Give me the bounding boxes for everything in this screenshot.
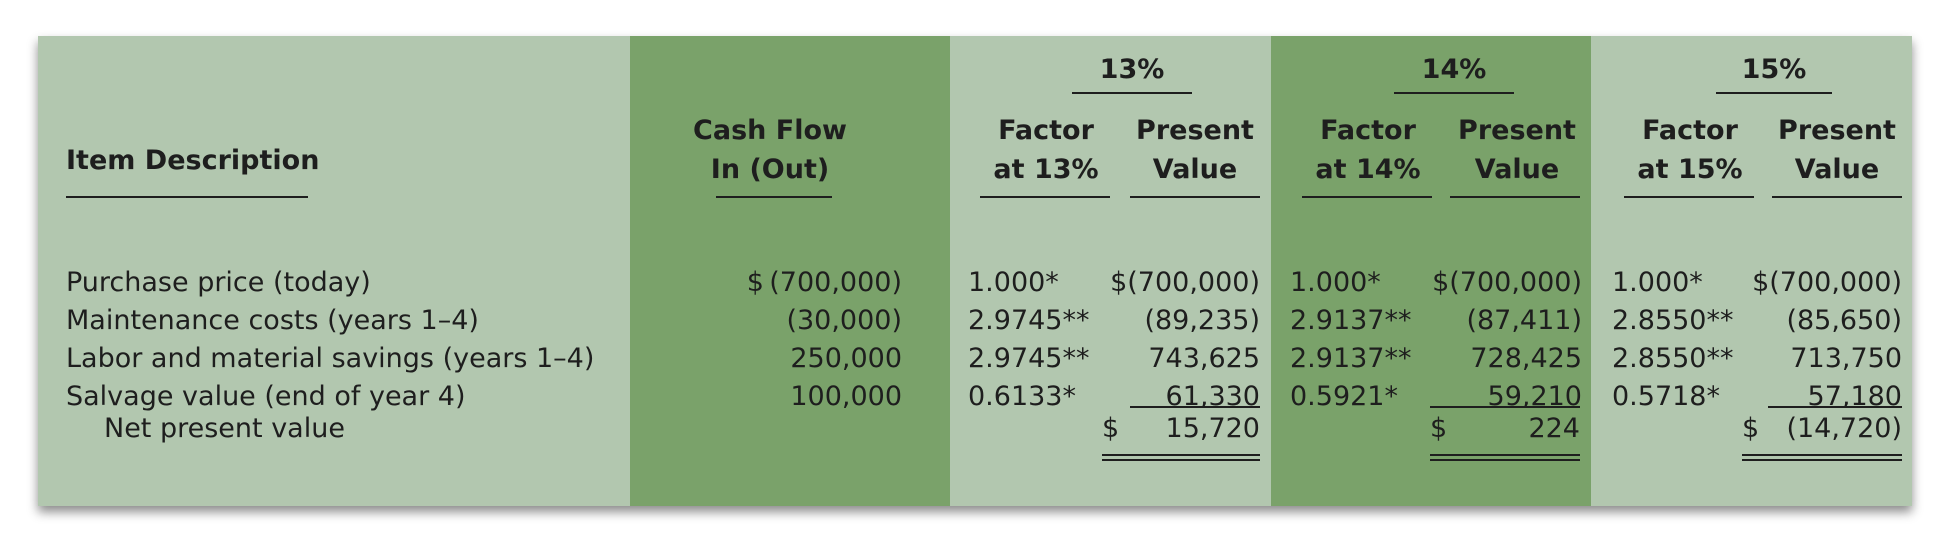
factor-header-line2: at 15% bbox=[1637, 154, 1743, 185]
pv-14-header: Present Value bbox=[1442, 111, 1592, 189]
factor-header-line2: at 13% bbox=[993, 154, 1099, 185]
factor-header-line2: at 14% bbox=[1315, 154, 1421, 185]
row-pv-14: $(700,000) bbox=[1432, 267, 1582, 298]
npv-13-dollar-sign: $ bbox=[1102, 413, 1120, 444]
row-description: Salvage value (end of year 4) bbox=[66, 381, 466, 412]
row-pv-15: 713,750 bbox=[1790, 343, 1902, 374]
pv-header-line1: Present bbox=[1458, 115, 1576, 146]
factor-14-header: Factor at 14% bbox=[1298, 111, 1438, 189]
npv-13-double-underline bbox=[1102, 454, 1260, 461]
rate-underline-13 bbox=[1072, 92, 1192, 94]
row-factor-15: 1.000* bbox=[1612, 267, 1703, 298]
pv-13-sum-line bbox=[1130, 406, 1260, 408]
item-description-header: Item Description bbox=[66, 145, 320, 176]
npv-15-double-underline bbox=[1742, 454, 1902, 461]
pv-13-header: Present Value bbox=[1120, 111, 1270, 189]
npv-label: Net present value bbox=[104, 413, 345, 444]
npv-14-value: 224 bbox=[1528, 413, 1580, 444]
pv-13-underline bbox=[1130, 196, 1260, 198]
row-factor-14: 2.9137** bbox=[1290, 343, 1412, 374]
pv-header-line2: Value bbox=[1152, 154, 1238, 185]
factor-header-line1: Factor bbox=[998, 115, 1094, 146]
factor-header-line1: Factor bbox=[1642, 115, 1738, 146]
npv-15-dollar-sign: $ bbox=[1742, 413, 1760, 444]
pv-14-underline bbox=[1450, 196, 1580, 198]
row-pv-14: 728,425 bbox=[1470, 343, 1582, 374]
pv-15-header: Present Value bbox=[1762, 111, 1912, 189]
pv-header-line2: Value bbox=[1794, 154, 1880, 185]
pv-15-underline bbox=[1772, 196, 1902, 198]
pv-header-line1: Present bbox=[1136, 115, 1254, 146]
factor-13-underline bbox=[980, 196, 1110, 198]
pv-header-line2: Value bbox=[1474, 154, 1560, 185]
row-factor-13: 0.6133* bbox=[968, 381, 1076, 412]
factor-14-underline bbox=[1302, 196, 1432, 198]
cash-flow-header-line2: In (Out) bbox=[710, 154, 830, 185]
row-pv-14: (87,411) bbox=[1466, 305, 1582, 336]
row-pv-13: $(700,000) bbox=[1110, 267, 1260, 298]
cash-flow-header: Cash Flow In (Out) bbox=[690, 111, 850, 189]
pv-14-sum-line bbox=[1430, 406, 1580, 408]
row-cash-flow: 100,000 bbox=[790, 381, 902, 412]
rate-heading-14: 14% bbox=[1421, 54, 1487, 85]
rate-14-column-band bbox=[1271, 36, 1591, 506]
cash-flow-header-line1: Cash Flow bbox=[693, 115, 847, 146]
row-factor-14: 1.000* bbox=[1290, 267, 1381, 298]
pv-header-line1: Present bbox=[1778, 115, 1896, 146]
npv-14-dollar-sign: $ bbox=[1430, 413, 1448, 444]
row-factor-14: 2.9137** bbox=[1290, 305, 1412, 336]
npv-14-double-underline bbox=[1430, 454, 1580, 461]
row-factor-15: 2.8550** bbox=[1612, 305, 1734, 336]
factor-15-header: Factor at 15% bbox=[1620, 111, 1760, 189]
cash-flow-underline bbox=[716, 196, 832, 198]
rate-heading-13: 13% bbox=[1099, 54, 1165, 85]
row-cash-flow: 250,000 bbox=[790, 343, 902, 374]
npv-13-value: 15,720 bbox=[1165, 413, 1260, 444]
npv-table-panel: 13% 14% 15% Item Description Cash Flow I… bbox=[38, 36, 1912, 506]
row-description: Purchase price (today) bbox=[66, 267, 371, 298]
row-description: Labor and material savings (years 1–4) bbox=[66, 343, 595, 374]
rate-underline-14 bbox=[1394, 92, 1514, 94]
row-cash-flow: $ (700,000) bbox=[746, 267, 902, 298]
row-pv-13: 743,625 bbox=[1148, 343, 1260, 374]
row-cash-flow: (30,000) bbox=[786, 305, 902, 336]
row-factor-14: 0.5921* bbox=[1290, 381, 1398, 412]
rate-underline-15 bbox=[1716, 92, 1832, 94]
row-factor-13: 1.000* bbox=[968, 267, 1059, 298]
row-description: Maintenance costs (years 1–4) bbox=[66, 305, 479, 336]
row-pv-13: (89,235) bbox=[1144, 305, 1260, 336]
row-factor-13: 2.9745** bbox=[968, 305, 1090, 336]
rate-heading-15: 15% bbox=[1741, 54, 1807, 85]
factor-header-line1: Factor bbox=[1320, 115, 1416, 146]
row-factor-13: 2.9745** bbox=[968, 343, 1090, 374]
factor-15-underline bbox=[1624, 196, 1754, 198]
row-factor-15: 0.5718* bbox=[1612, 381, 1720, 412]
factor-13-header: Factor at 13% bbox=[976, 111, 1116, 189]
row-factor-15: 2.8550** bbox=[1612, 343, 1734, 374]
npv-15-value: (14,720) bbox=[1786, 413, 1902, 444]
cash-flow-column-band bbox=[630, 36, 950, 506]
row-pv-15: (85,650) bbox=[1786, 305, 1902, 336]
row-pv-15: $(700,000) bbox=[1752, 267, 1902, 298]
item-description-underline bbox=[66, 196, 308, 198]
pv-15-sum-line bbox=[1768, 406, 1902, 408]
